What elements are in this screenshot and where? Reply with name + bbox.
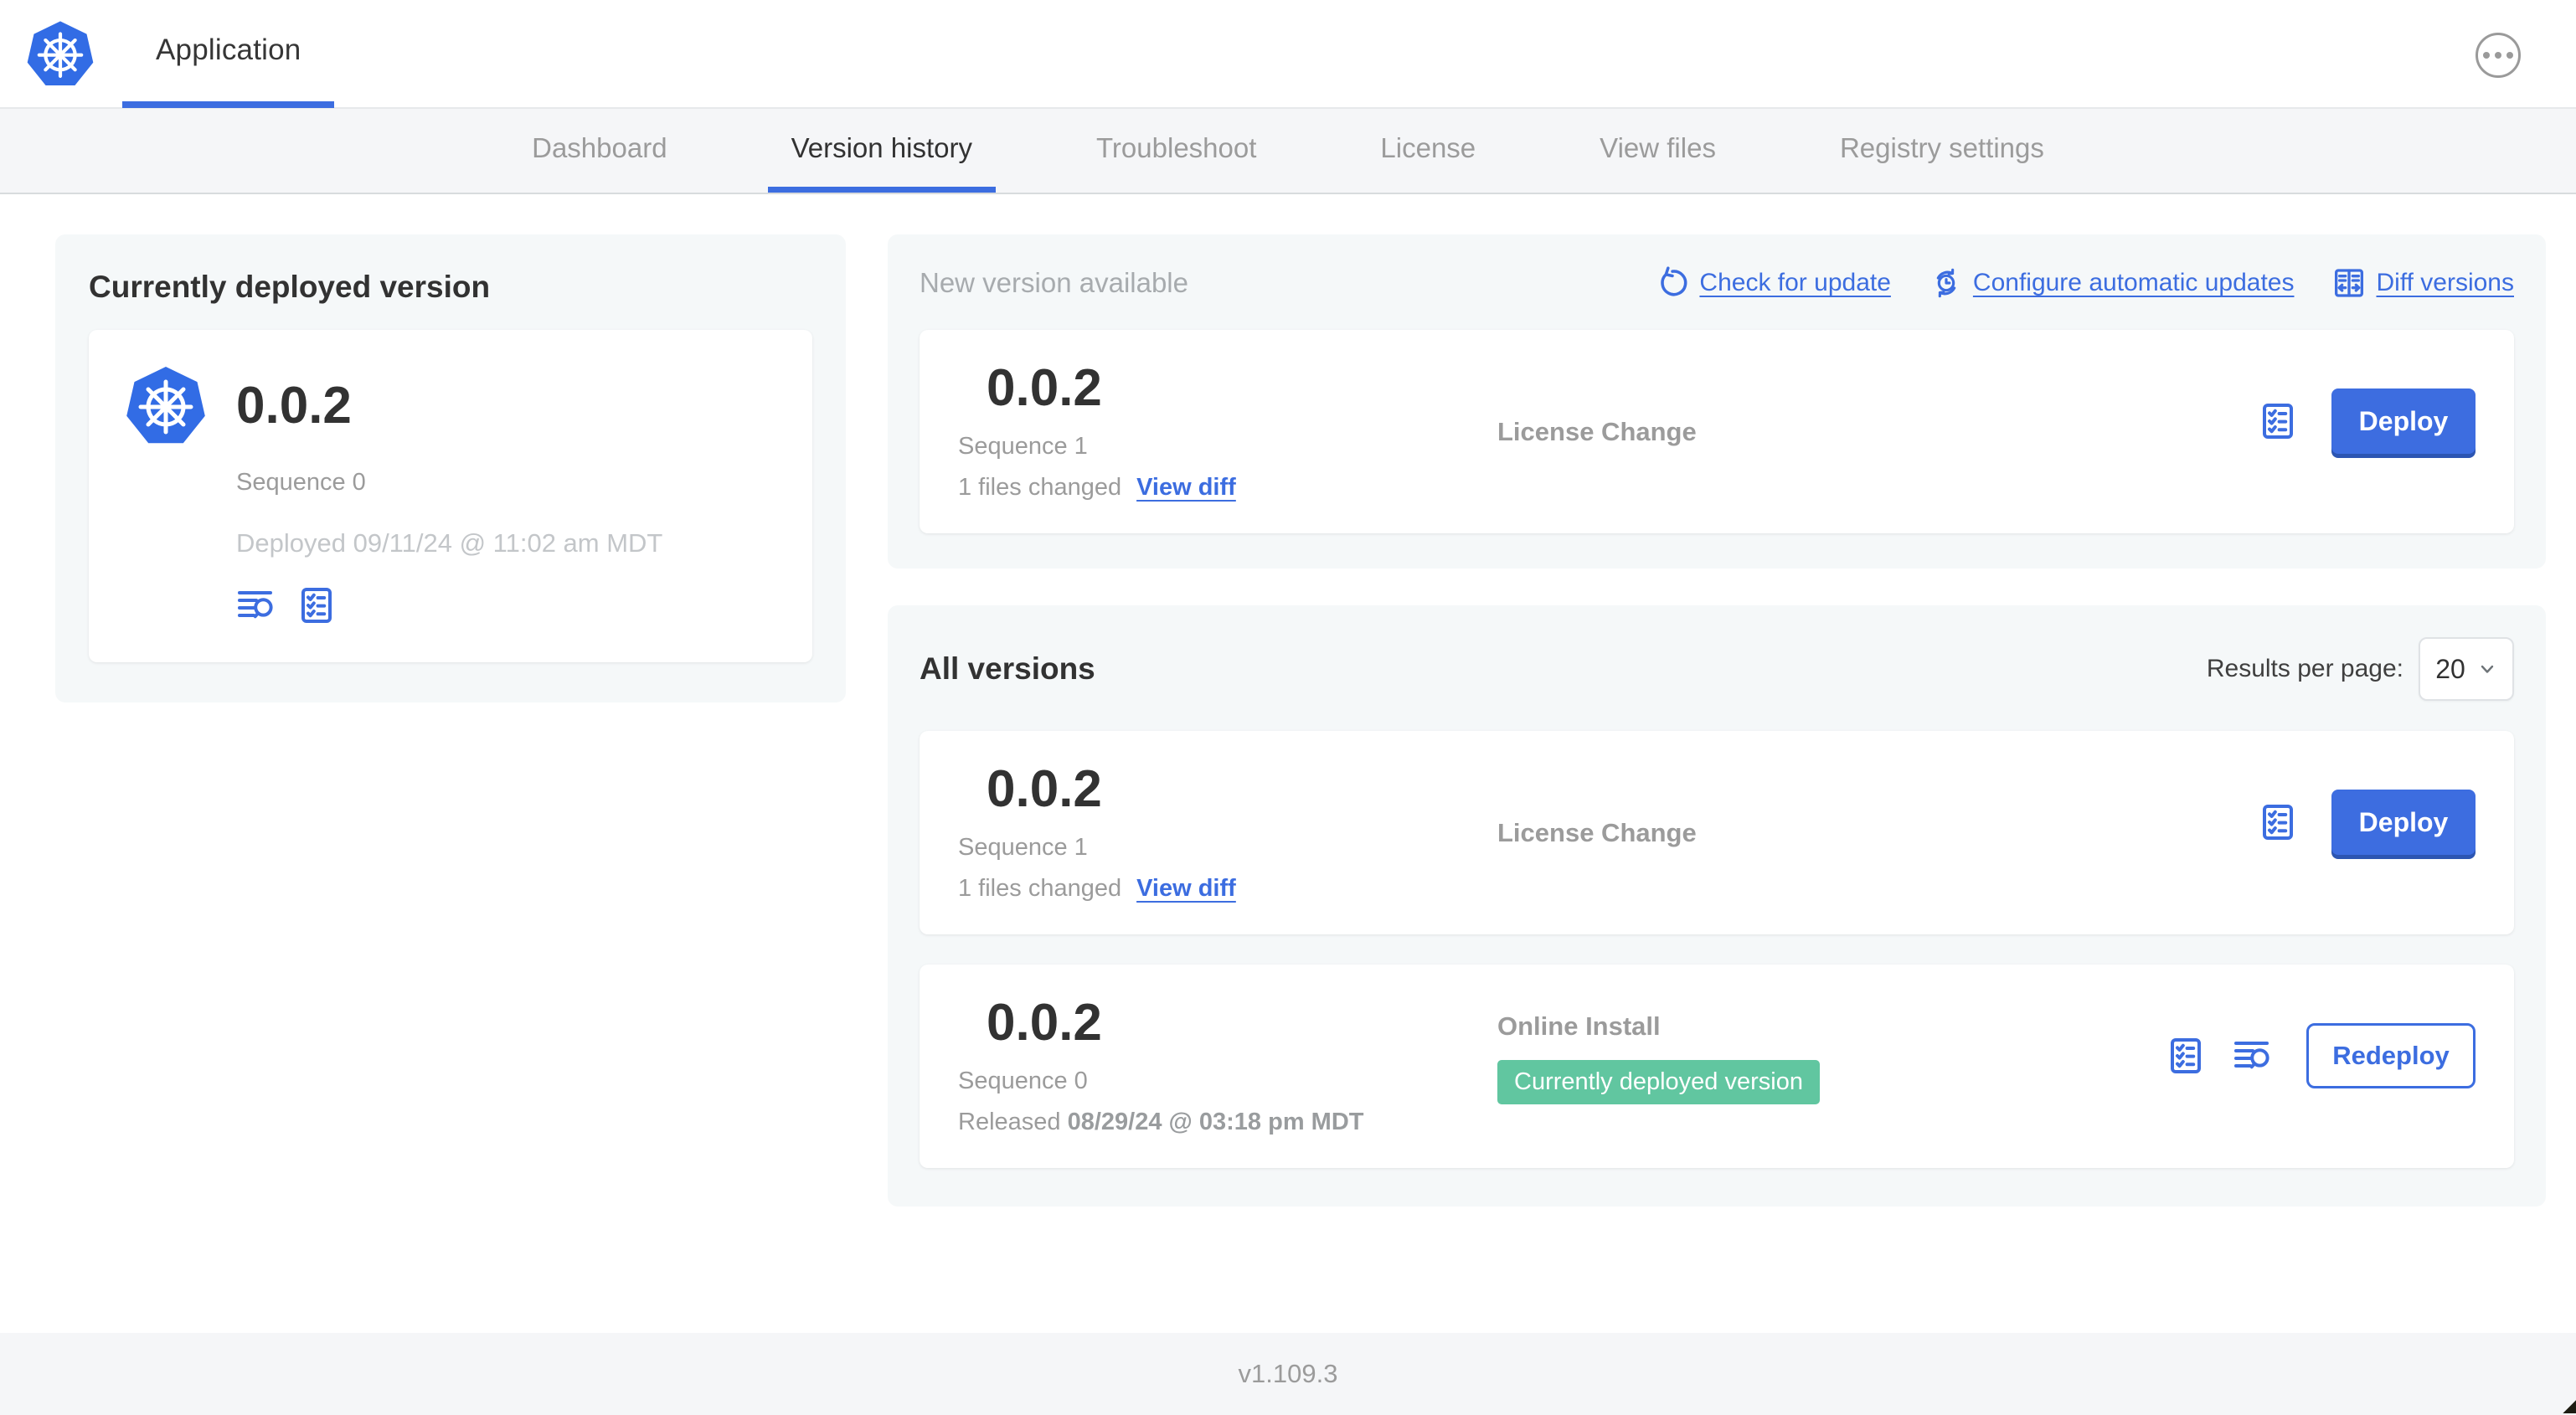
new-version-title: New version available: [920, 267, 1188, 298]
tab-dashboard[interactable]: Dashboard: [532, 131, 667, 163]
app-tab-label: Application: [156, 33, 301, 66]
results-per-page-select[interactable]: 20: [2419, 637, 2514, 701]
new-version-sequence: Sequence 1: [958, 433, 1088, 460]
preflight-checks-icon[interactable]: [2258, 802, 2298, 842]
version-source: Online Install: [1497, 1011, 1661, 1041]
ellipsis-icon: [2483, 52, 2490, 59]
deploy-button[interactable]: Deploy: [2331, 388, 2476, 454]
diff-icon: [2335, 269, 2364, 297]
new-version-row: 0.0.2 Sequence 1 1 files changed View di…: [920, 330, 2514, 533]
preflight-checks-icon[interactable]: [2258, 401, 2298, 441]
version-number: 0.0.2: [987, 760, 1102, 818]
top-bar: Application: [0, 0, 2576, 109]
version-row-sequence-0: 0.0.2 Sequence 0 Released 08/29/24 @ 03:…: [920, 965, 2514, 1168]
view-logs-icon[interactable]: [236, 585, 276, 625]
version-number: 0.0.2: [987, 994, 1102, 1052]
currently-deployed-badge: Currently deployed version: [1497, 1060, 1820, 1104]
tab-license[interactable]: License: [1380, 131, 1476, 163]
tab-version-history[interactable]: Version history: [767, 109, 996, 193]
app-tab[interactable]: Application: [122, 0, 335, 108]
view-logs-icon[interactable]: [2233, 1036, 2273, 1076]
redeploy-button[interactable]: Redeploy: [2306, 1023, 2476, 1088]
results-per-page-label: Results per page:: [2206, 655, 2403, 682]
version-sequence: Sequence 0: [958, 1068, 1088, 1094]
files-changed-text: 1 files changed: [958, 474, 1122, 501]
main-content: Currently deployed version 0.0.2 Sequenc…: [0, 194, 2576, 1207]
view-diff-link[interactable]: View diff: [1136, 474, 1236, 501]
current-sequence: Sequence 0: [236, 469, 366, 496]
released-timestamp: Released 08/29/24 @ 03:18 pm MDT: [958, 1109, 1364, 1135]
files-changed-text: 1 files changed: [958, 875, 1122, 902]
check-for-update-link[interactable]: Check for update: [1656, 266, 1891, 300]
currently-deployed-title: Currently deployed version: [89, 270, 491, 304]
more-options-button[interactable]: [2476, 33, 2521, 78]
right-column: New version available Check for update C…: [888, 234, 2546, 1207]
chevron-down-icon: [2481, 665, 2493, 673]
mouse-cursor-artifact: [2563, 1400, 2576, 1413]
tab-registry-settings[interactable]: Registry settings: [1839, 131, 2044, 163]
current-deployed-timestamp: Deployed 09/11/24 @ 11:02 am MDT: [236, 528, 663, 558]
version-source: License Change: [1497, 818, 1697, 847]
version-sequence: Sequence 1: [958, 834, 1088, 861]
console-version: v1.109.3: [1238, 1359, 1338, 1388]
new-version-number: 0.0.2: [987, 359, 1102, 417]
all-versions-title: All versions: [920, 651, 1095, 686]
kubernetes-logo-icon: [25, 18, 95, 89]
current-version-number: 0.0.2: [236, 376, 352, 435]
footer: v1.109.3: [0, 1333, 2576, 1415]
currently-deployed-card: 0.0.2 Sequence 0 Deployed 09/11/24 @ 11:…: [89, 330, 812, 662]
app-icon: [124, 363, 208, 447]
configure-automatic-updates-link[interactable]: Configure automatic updates: [1929, 266, 2294, 300]
preflight-checks-icon[interactable]: [2166, 1036, 2206, 1076]
app-nav-tabs: Dashboard Version history Troubleshoot L…: [0, 109, 2576, 194]
tab-view-files[interactable]: View files: [1600, 131, 1716, 163]
currently-deployed-panel: Currently deployed version 0.0.2 Sequenc…: [55, 234, 846, 702]
all-versions-section: All versions Results per page: 20 0.0.2 …: [888, 605, 2546, 1207]
preflight-checks-icon[interactable]: [296, 585, 337, 625]
view-diff-link[interactable]: View diff: [1136, 875, 1236, 902]
diff-versions-link[interactable]: Diff versions: [2332, 266, 2514, 300]
version-row-sequence-1: 0.0.2 Sequence 1 1 files changed View di…: [920, 731, 2514, 934]
tab-troubleshoot[interactable]: Troubleshoot: [1096, 131, 1257, 163]
deploy-button[interactable]: Deploy: [2331, 790, 2476, 855]
refresh-icon: [1661, 266, 1687, 296]
auto-update-icon: [1936, 268, 1956, 298]
new-version-section: New version available Check for update C…: [888, 234, 2546, 569]
version-source: License Change: [1497, 417, 1697, 446]
